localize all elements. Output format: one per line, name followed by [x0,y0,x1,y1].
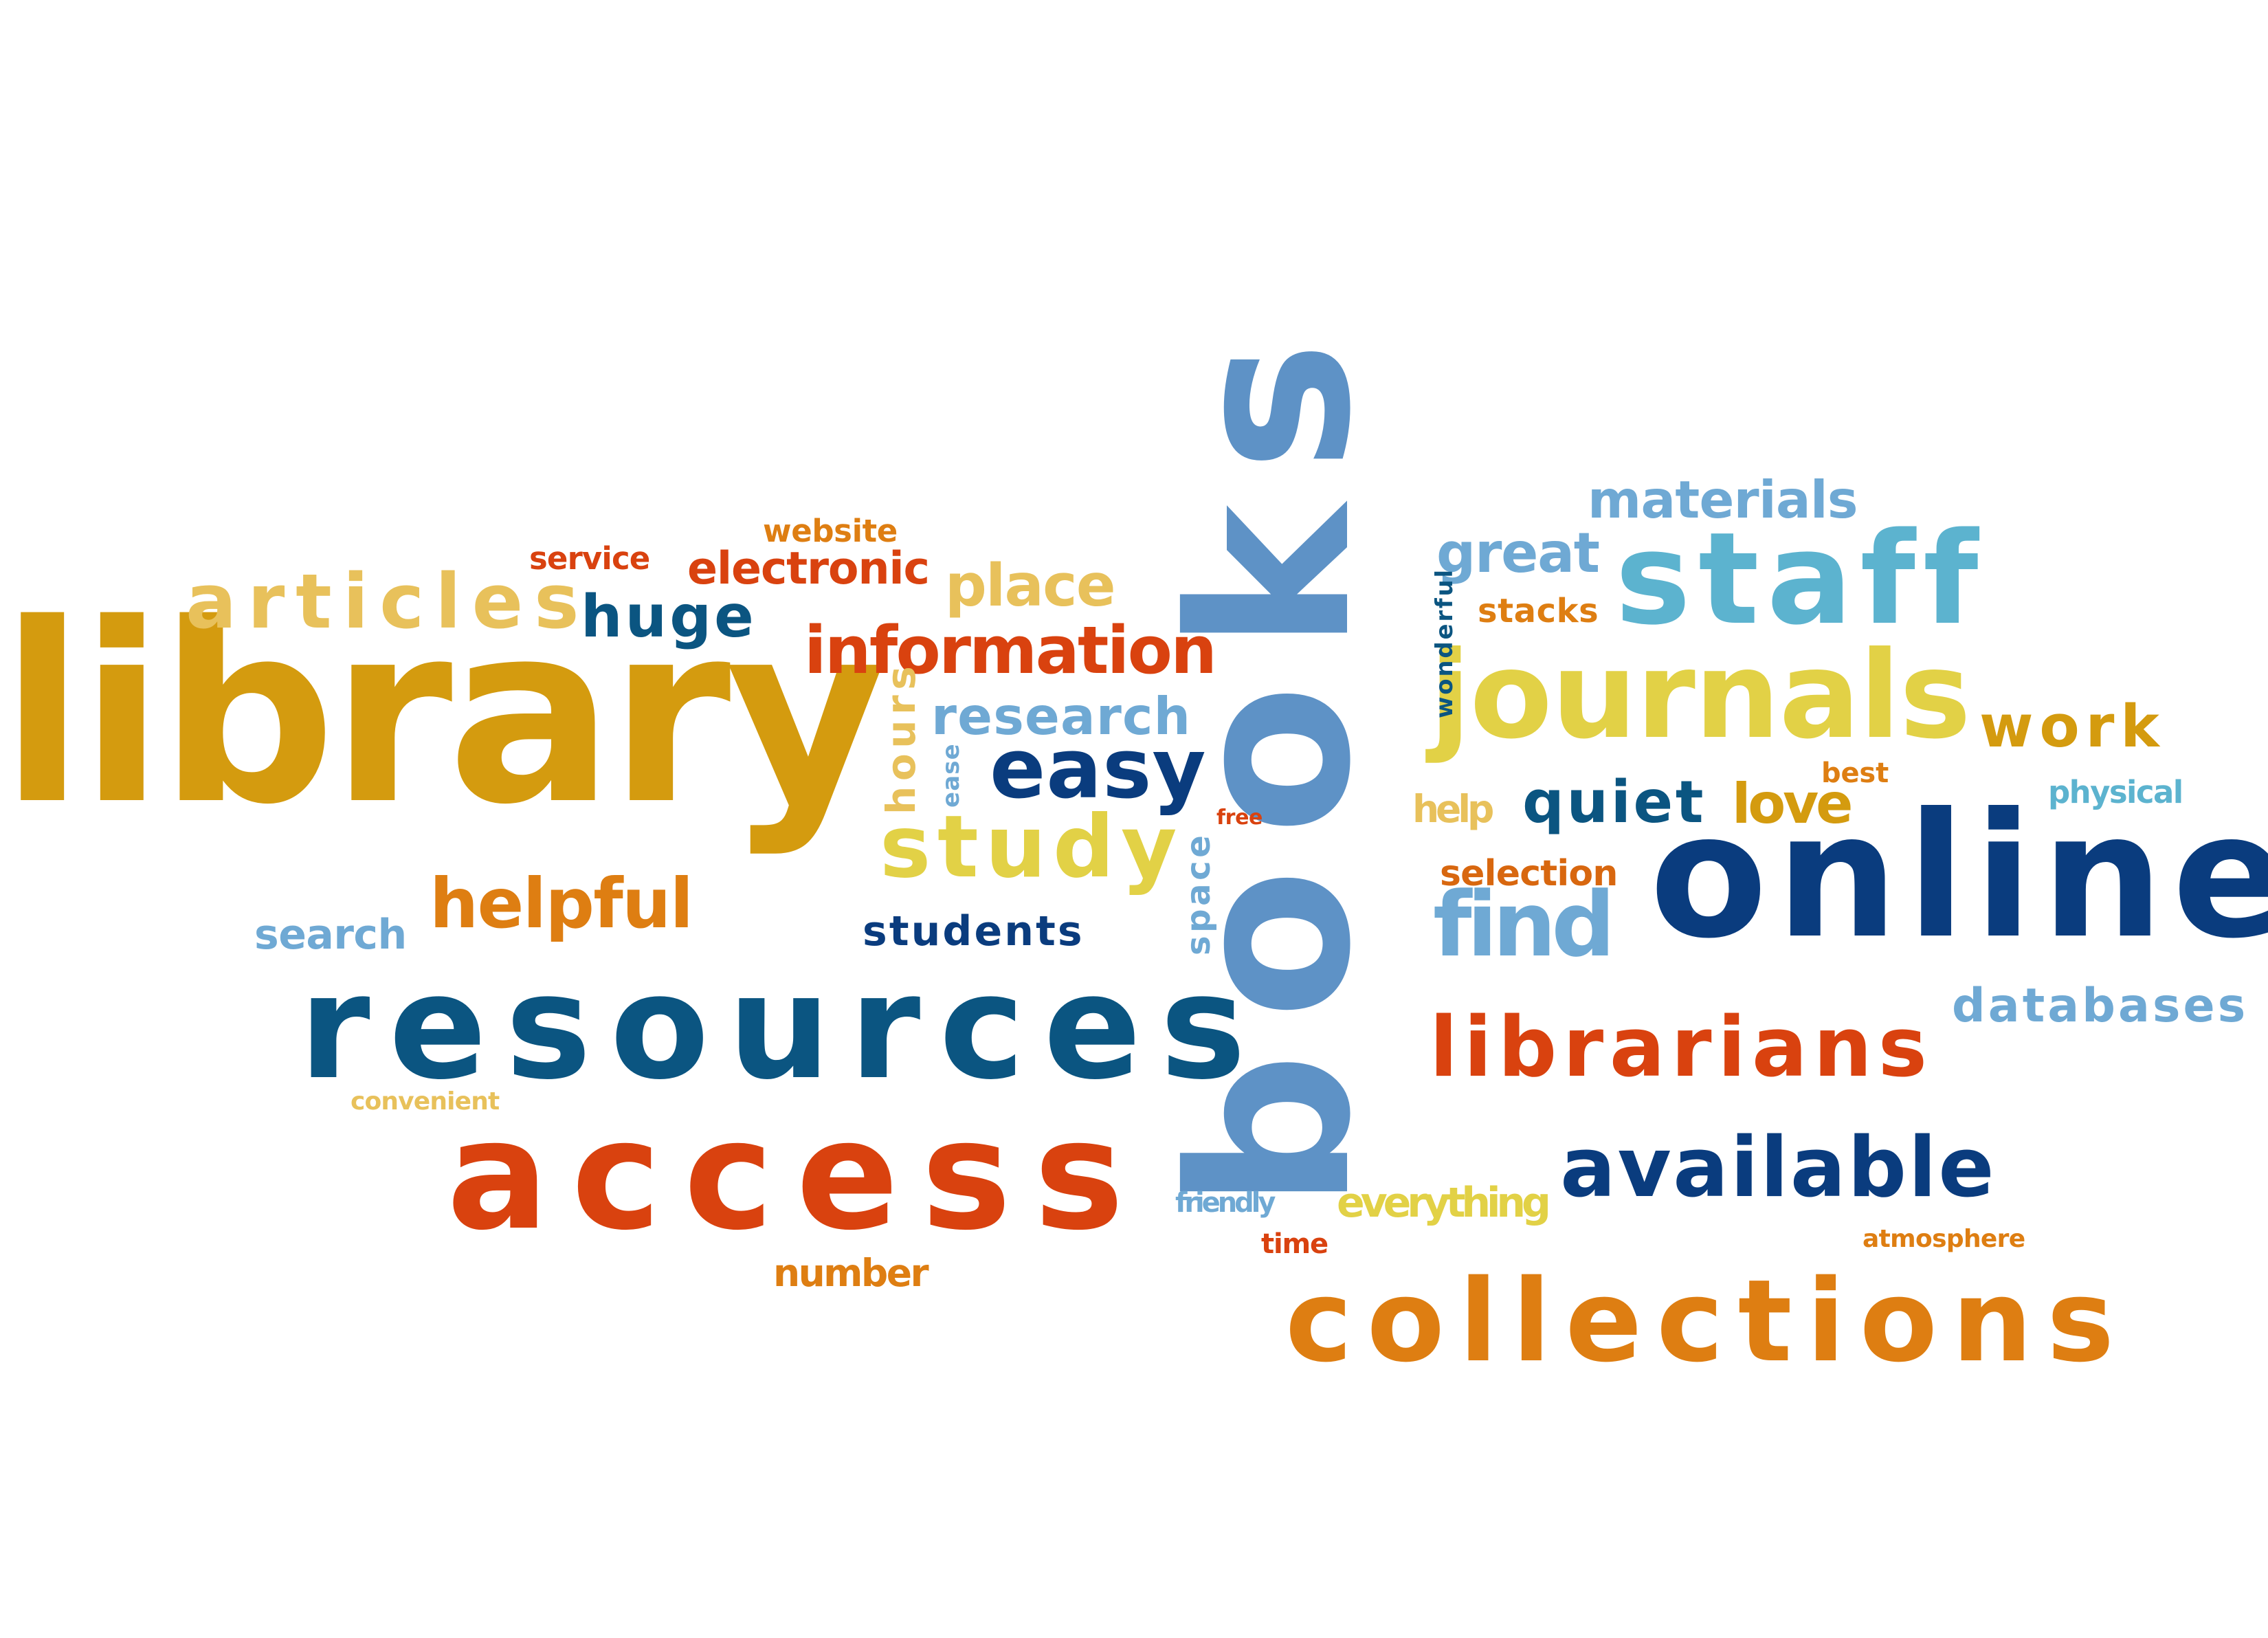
word-materials: materials [1588,469,1858,530]
word-quiet: quiet [1522,768,1706,837]
word-access: access [447,1087,1147,1263]
word-ease: ease [937,743,965,808]
word-space: space [1179,832,1218,955]
word-friendly: friendly [1175,1187,1276,1219]
word-databases: databases [1952,979,2249,1033]
word-helpful: helpful [430,863,693,944]
word-research: research [931,686,1192,746]
word-study: study [880,797,1184,897]
word-students: students [863,907,1085,955]
word-everything: everything [1337,1179,1551,1227]
word-help: help [1412,787,1494,831]
word-work: work [1979,693,2166,761]
word-journals: journals [1430,626,1971,766]
word-selection: selection [1440,853,1618,894]
word-huge: huge [581,583,757,651]
word-articles: articles [186,557,590,645]
word-number: number [773,1251,929,1295]
word-staff: staff [1615,505,1986,653]
word-online: online [1649,776,2268,976]
word-electronic: electronic [687,543,930,595]
word-easy: easy [990,722,1207,817]
word-available: available [1560,1120,1997,1216]
word-information: information [804,613,1217,689]
word-website: website [763,513,898,549]
word-library: library [0,571,887,859]
word-best: best [1821,757,1889,789]
word-convenient: convenient [351,1087,500,1116]
word-stacks: stacks [1478,592,1599,630]
word-time: time [1261,1228,1328,1260]
word-collections: collections [1285,1255,2129,1387]
word-physical: physical [2048,774,2183,810]
word-great: great [1436,521,1600,585]
word-resources: resources [299,943,1265,1111]
word-search: search [254,911,407,959]
word-love: love [1732,772,1853,836]
word-atmosphere: atmosphere [1863,1225,2025,1253]
word-place: place [945,552,1115,620]
word-free: free [1216,806,1263,830]
word-service: service [529,540,650,577]
word-wonderful: wonderful [1431,568,1458,718]
word-find: find [1433,872,1615,977]
word-librarians: librarians [1430,1000,1933,1096]
word-hours: hours [878,661,924,815]
